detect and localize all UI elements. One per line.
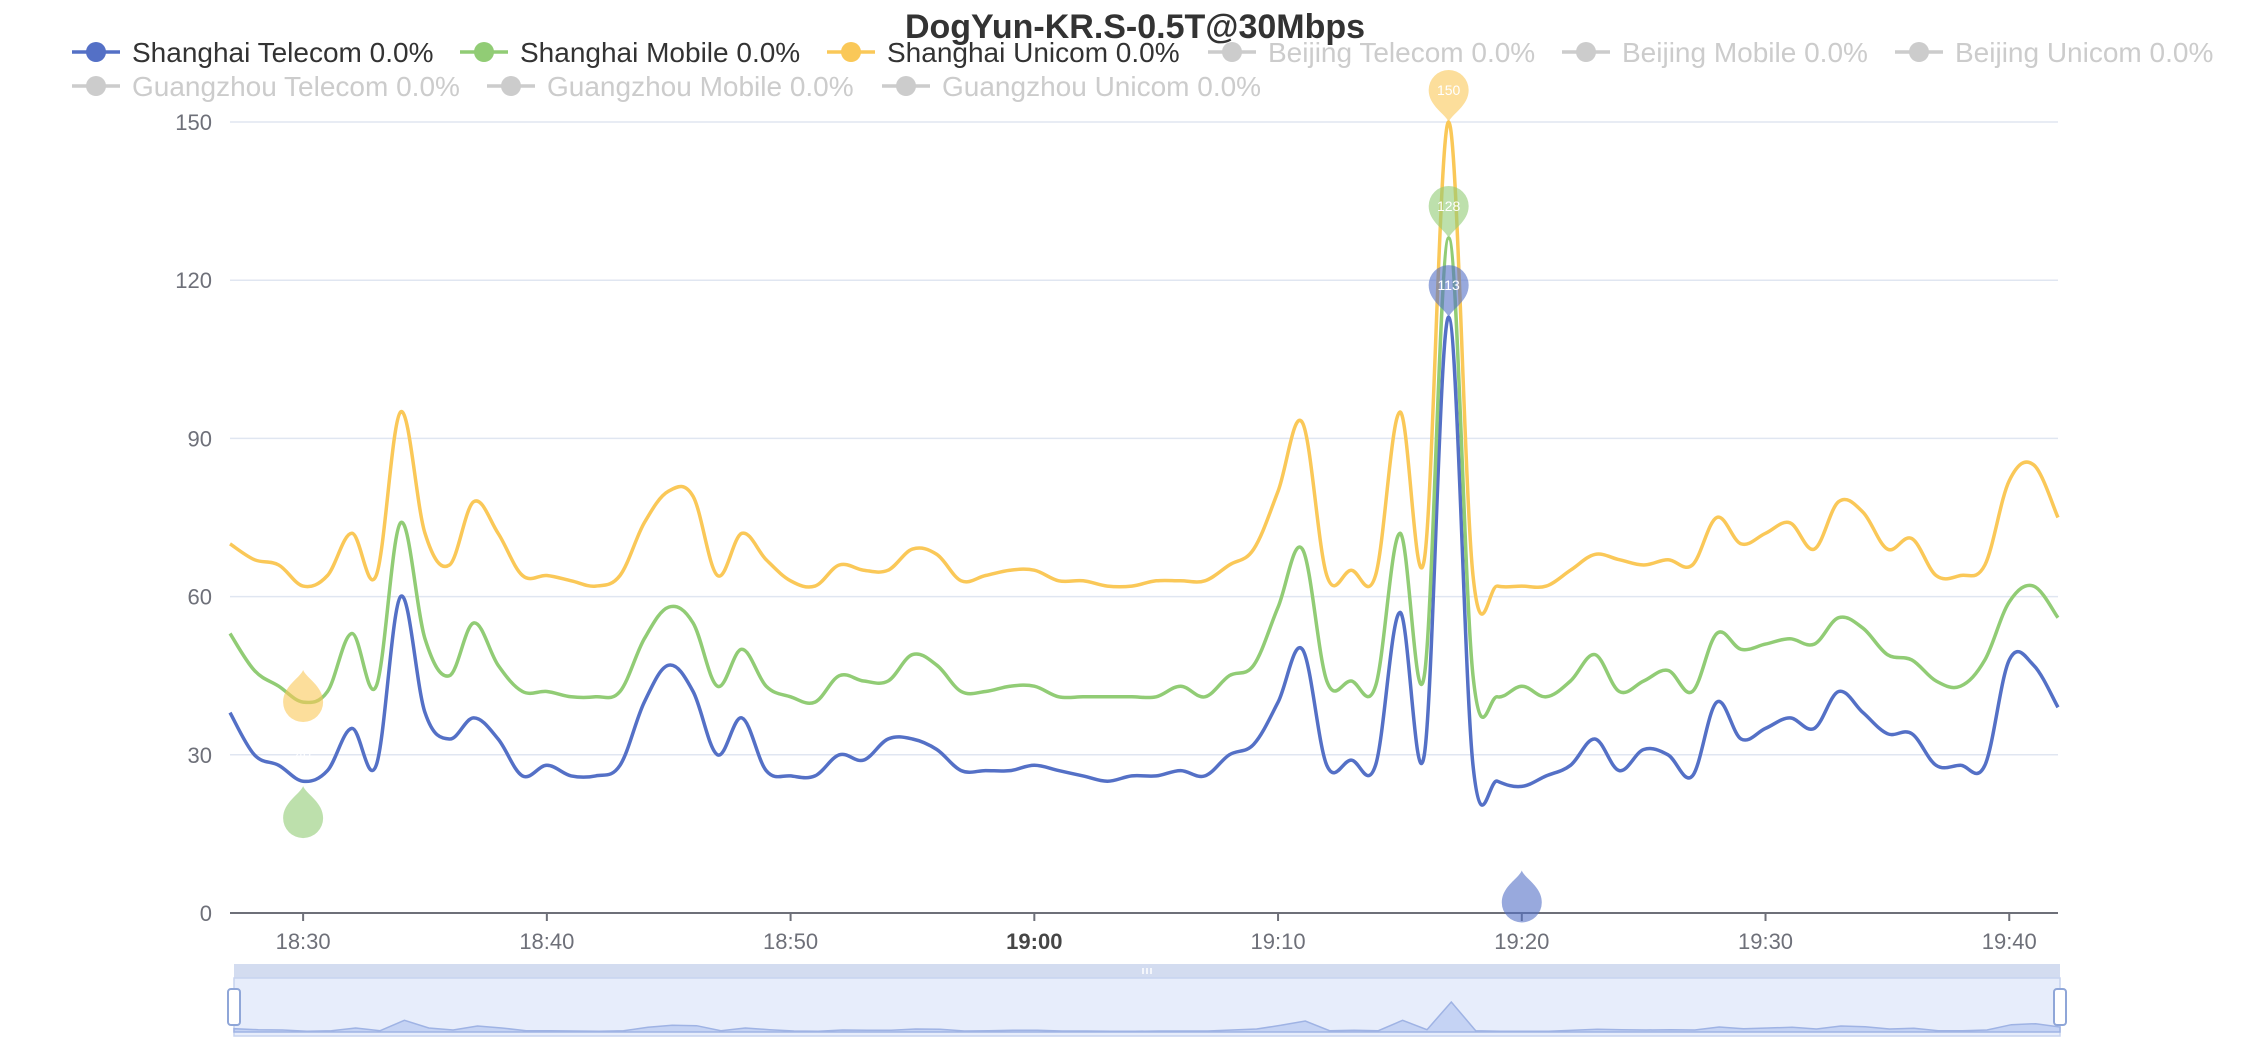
grid-lines [230,121,2058,756]
pin-value-label: 128 [1437,198,1461,214]
pin-value-label: 113 [1438,277,1461,293]
legend-marker-icon [501,76,521,96]
legend-marker-icon [841,42,861,62]
pin-shape [1428,186,1469,239]
min-mark-pin [283,670,324,723]
pin-shape [1428,265,1469,318]
legend-label: Guangzhou Telecom 0.0% [132,71,460,102]
legend-label: Shanghai Mobile 0.0% [520,37,800,68]
legend-item[interactable]: Shanghai Unicom 0.0% [827,37,1180,68]
y-tick-label: 150 [175,110,212,135]
pin-value-label: 24 [1514,830,1530,846]
legend-item[interactable]: Guangzhou Unicom 0.0% [882,71,1261,102]
y-axis: 0 30 60 90 120 150 [175,110,212,926]
chart-title: DogYun-KR.S-0.5T@30Mbps [905,8,1365,46]
mark-points: 113 128 150 24 40 62 [283,70,1542,923]
y-tick-label: 90 [188,426,212,451]
series-line-2 [229,120,2060,616]
x-tick-label: 18:50 [763,929,818,954]
datazoom-slider[interactable] [227,964,2067,1037]
legend-marker-icon [86,42,106,62]
max-mark-pin [1428,186,1469,239]
legend-item[interactable]: Guangzhou Telecom 0.0% [72,71,460,102]
y-tick-label: 60 [188,585,212,610]
pin-value-label: 62 [295,630,311,646]
legend-item[interactable]: Beijing Mobile 0.0% [1562,37,1868,68]
plot-area [228,120,2060,807]
x-tick-label: 19:30 [1738,929,1793,954]
pin-shape [283,786,324,839]
legend: Shanghai Telecom 0.0% Shanghai Mobile 0.0… [72,37,2213,102]
legend-item[interactable]: Guangzhou Mobile 0.0% [487,71,854,102]
min-mark-pin [283,786,324,839]
legend-item[interactable]: Beijing Telecom 0.0% [1208,37,1535,68]
legend-item[interactable]: Beijing Unicom 0.0% [1895,37,2213,68]
legend-marker-icon [1222,42,1242,62]
legend-label: Beijing Mobile 0.0% [1622,37,1868,68]
legend-label: Beijing Telecom 0.0% [1268,37,1535,68]
pin-shape [283,670,324,723]
legend-marker-icon [896,76,916,96]
x-tick-label: 18:40 [519,929,574,954]
x-axis: 18:30 18:40 18:50 19:00 19:10 19:20 19:30 19:40 [230,912,2058,954]
x-tick-label: 19:00 [1006,929,1062,954]
legend-label: Guangzhou Mobile 0.0% [547,71,854,102]
series-line-1 [228,236,2060,719]
min-mark-pin [1501,870,1542,923]
max-mark-pin [1428,265,1469,318]
zoom-preview-area [233,1000,2061,1033]
x-tick-label: 19:40 [1982,929,2037,954]
legend-marker-icon [474,42,494,62]
legend-label: Shanghai Telecom 0.0% [132,37,433,68]
x-tick-label: 19:20 [1494,929,1549,954]
pin-shape [1428,70,1469,122]
y-tick-label: 120 [175,268,212,293]
legend-label: Guangzhou Unicom 0.0% [942,71,1261,102]
pin-value-label: 150 [1437,82,1461,98]
max-mark-pin [1428,70,1469,122]
x-tick-label: 18:30 [276,929,331,954]
zoom-handle-left[interactable] [227,988,241,1026]
series-line-0 [228,315,2060,807]
legend-label: Shanghai Unicom 0.0% [887,37,1180,68]
legend-item[interactable]: Shanghai Mobile 0.0% [460,37,800,68]
legend-marker-icon [1576,42,1596,62]
legend-label: Beijing Unicom 0.0% [1955,37,2213,68]
zoom-handle-right[interactable] [2053,988,2067,1026]
legend-marker-icon [86,76,106,96]
legend-marker-icon [1909,42,1929,62]
legend-item[interactable]: Shanghai Telecom 0.0% [72,37,433,68]
pin-value-label: 40 [295,746,311,762]
x-tick-label: 19:10 [1251,929,1306,954]
y-tick-label: 0 [200,901,212,926]
pin-shape [1501,870,1542,923]
y-tick-label: 30 [188,743,212,768]
